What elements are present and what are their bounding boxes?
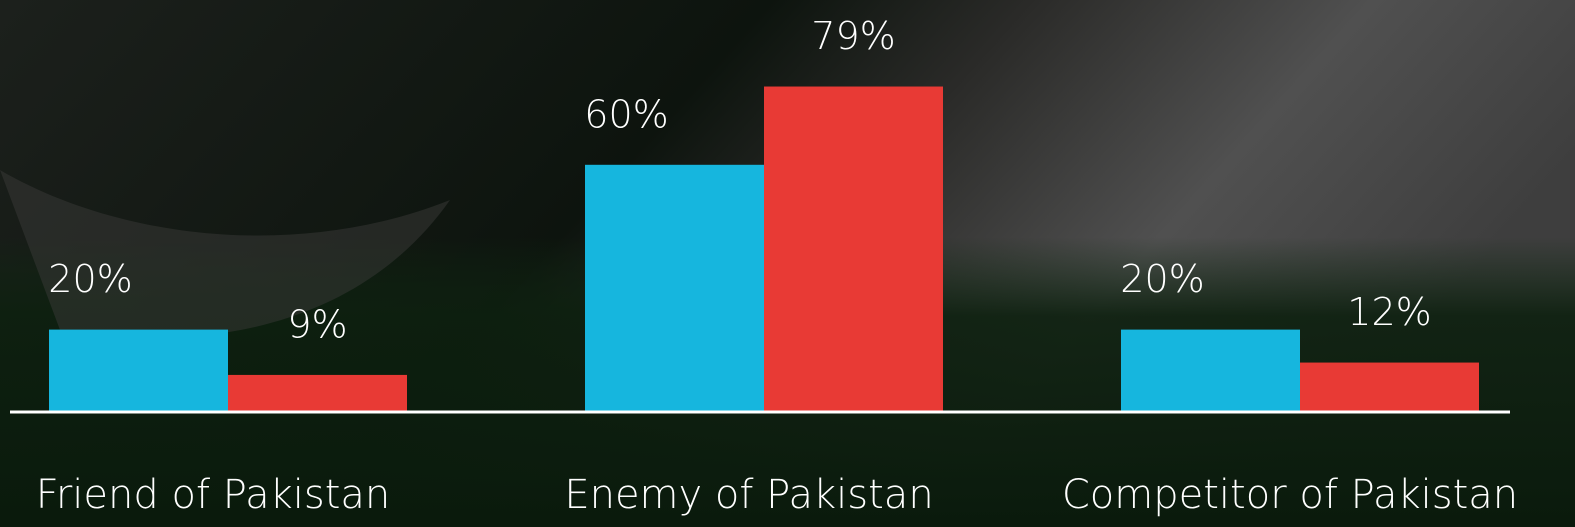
chart: Friend of Pakistan 20% 9% Enemy of Pakistan… <box>0 0 1575 527</box>
x-tick-label: Friend of Pakistan <box>36 472 391 518</box>
value-label: 9% <box>287 302 347 346</box>
value-label: 60% <box>584 92 668 136</box>
x-tick-label: Competitor of Pakistan <box>1062 472 1518 518</box>
value-label: 20% <box>48 257 132 301</box>
value-label: 20% <box>1120 257 1204 301</box>
value-label: 79% <box>811 14 895 58</box>
bar <box>228 375 407 412</box>
bar <box>585 165 764 412</box>
bar <box>1300 363 1479 412</box>
x-tick-label: Enemy of Pakistan <box>564 472 933 518</box>
value-label: 12% <box>1347 290 1431 334</box>
bar <box>49 330 228 412</box>
page: Friend of Pakistan 20% 9% Enemy of Pakistan… <box>0 0 1575 527</box>
bar <box>1121 330 1300 412</box>
bar <box>764 87 943 412</box>
